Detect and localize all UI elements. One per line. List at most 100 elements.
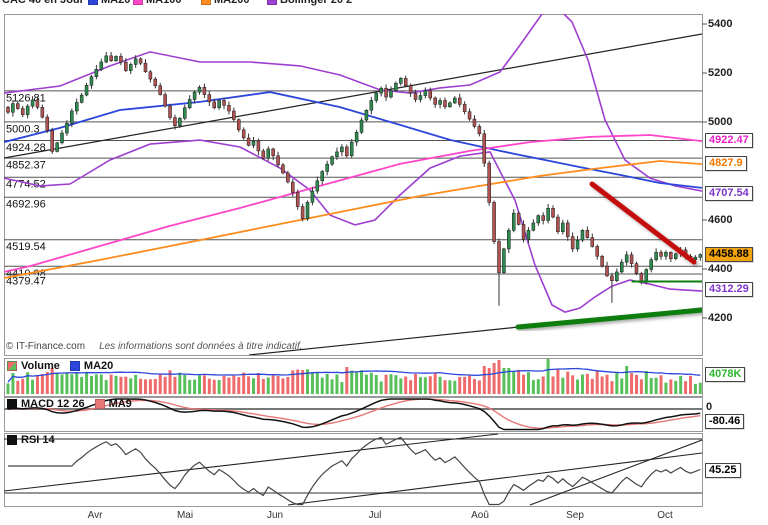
candle-down xyxy=(222,100,226,106)
main-pane-graphics: 5126.815000.34924.284852.374774.524692.9… xyxy=(4,14,702,355)
macd-line xyxy=(7,398,701,431)
green-support-2 xyxy=(631,278,702,285)
volume-pane[interactable] xyxy=(4,358,702,396)
volume-bar xyxy=(335,374,339,394)
watermark-copyright: © IT-Finance.com xyxy=(6,341,86,352)
rsi-trendline xyxy=(529,439,702,506)
volume-bar xyxy=(576,379,580,394)
candle-down xyxy=(565,222,570,237)
time-axis[interactable] xyxy=(4,507,702,525)
candle-up xyxy=(448,102,452,108)
candle-down xyxy=(138,58,143,64)
candle-down xyxy=(403,78,408,86)
volume-bar xyxy=(649,378,653,394)
volume-bar xyxy=(124,376,128,394)
candle-down xyxy=(276,155,280,166)
macd-pane[interactable] xyxy=(4,397,702,431)
level-label-bg xyxy=(5,198,51,210)
rsi-pane-border xyxy=(4,433,703,507)
volume-bar xyxy=(94,374,98,394)
candle-up xyxy=(183,107,187,119)
main-price-pane[interactable] xyxy=(4,14,702,355)
volume-bar xyxy=(414,374,418,394)
volume-bar xyxy=(438,376,442,394)
candle-down xyxy=(497,241,501,273)
candle-up xyxy=(94,69,99,77)
candle-up xyxy=(379,87,383,94)
candle-up xyxy=(374,92,378,101)
candle-up xyxy=(580,230,585,241)
volume-bar xyxy=(502,368,506,394)
candle-up xyxy=(114,56,118,61)
price-axis[interactable] xyxy=(702,14,768,506)
candle-up xyxy=(315,180,320,192)
candle-up xyxy=(389,90,393,98)
candle-down xyxy=(20,108,25,115)
candle-down xyxy=(428,90,433,99)
candle-down xyxy=(585,230,590,238)
candle-down xyxy=(669,252,673,259)
candle-down xyxy=(163,94,167,107)
volume-bar xyxy=(639,379,643,394)
volume-bar xyxy=(399,378,403,394)
candle-down xyxy=(462,104,467,112)
candle-up xyxy=(575,239,580,250)
candle-up xyxy=(25,105,30,115)
volume-bar xyxy=(625,366,629,394)
volume-bar xyxy=(595,370,599,394)
candle-down xyxy=(295,192,300,207)
macd-pane-border xyxy=(4,397,703,432)
level-label-bg xyxy=(5,275,51,287)
volume-bar xyxy=(526,372,530,394)
volume-bar xyxy=(296,369,300,394)
candle-down xyxy=(556,216,560,233)
volume-bar xyxy=(129,378,133,394)
volume-bar xyxy=(644,370,648,394)
volume-bar xyxy=(291,370,295,394)
candle-down xyxy=(610,275,614,282)
volume-bar xyxy=(541,376,545,394)
candle-down xyxy=(570,236,575,250)
volume-bar xyxy=(80,377,84,394)
candle-up xyxy=(654,252,658,260)
candle-up xyxy=(104,55,108,63)
candle-up xyxy=(305,202,310,220)
volume-bar xyxy=(197,375,201,394)
candle-up xyxy=(418,95,423,100)
candle-down xyxy=(246,137,251,146)
level-label-bg xyxy=(5,92,51,104)
candle-up xyxy=(369,100,374,111)
candle-down xyxy=(300,206,305,220)
volume-bar xyxy=(242,372,246,394)
volume-bar xyxy=(605,374,609,394)
candle-up xyxy=(698,254,702,258)
candle-up xyxy=(620,261,624,273)
candle-down xyxy=(16,103,20,109)
watermark-disclaimer: Les informations sont données à titre in… xyxy=(99,341,303,352)
volume-bar xyxy=(546,359,550,394)
volume-bar xyxy=(512,371,516,394)
candle-up xyxy=(526,230,531,240)
candle-down xyxy=(472,118,477,127)
volume-bar xyxy=(536,379,540,394)
volume-bar xyxy=(630,373,634,394)
volume-bar xyxy=(340,382,344,394)
volume-bar xyxy=(443,380,447,394)
volume-bar xyxy=(26,372,30,394)
candle-up xyxy=(84,85,89,96)
candle-down xyxy=(281,164,285,174)
volume-bar xyxy=(237,377,241,394)
candle-down xyxy=(384,87,388,98)
candle-up xyxy=(335,151,339,158)
candle-down xyxy=(124,61,128,71)
volume-bar xyxy=(256,373,260,394)
volume-bar xyxy=(679,375,683,394)
rsi-pane[interactable] xyxy=(4,433,702,506)
volume-bar xyxy=(158,374,162,394)
volume-bar xyxy=(153,379,157,394)
candle-up xyxy=(340,146,344,153)
volume-bar xyxy=(409,380,413,394)
volume-bar xyxy=(492,363,496,394)
volume-bar xyxy=(276,376,280,394)
